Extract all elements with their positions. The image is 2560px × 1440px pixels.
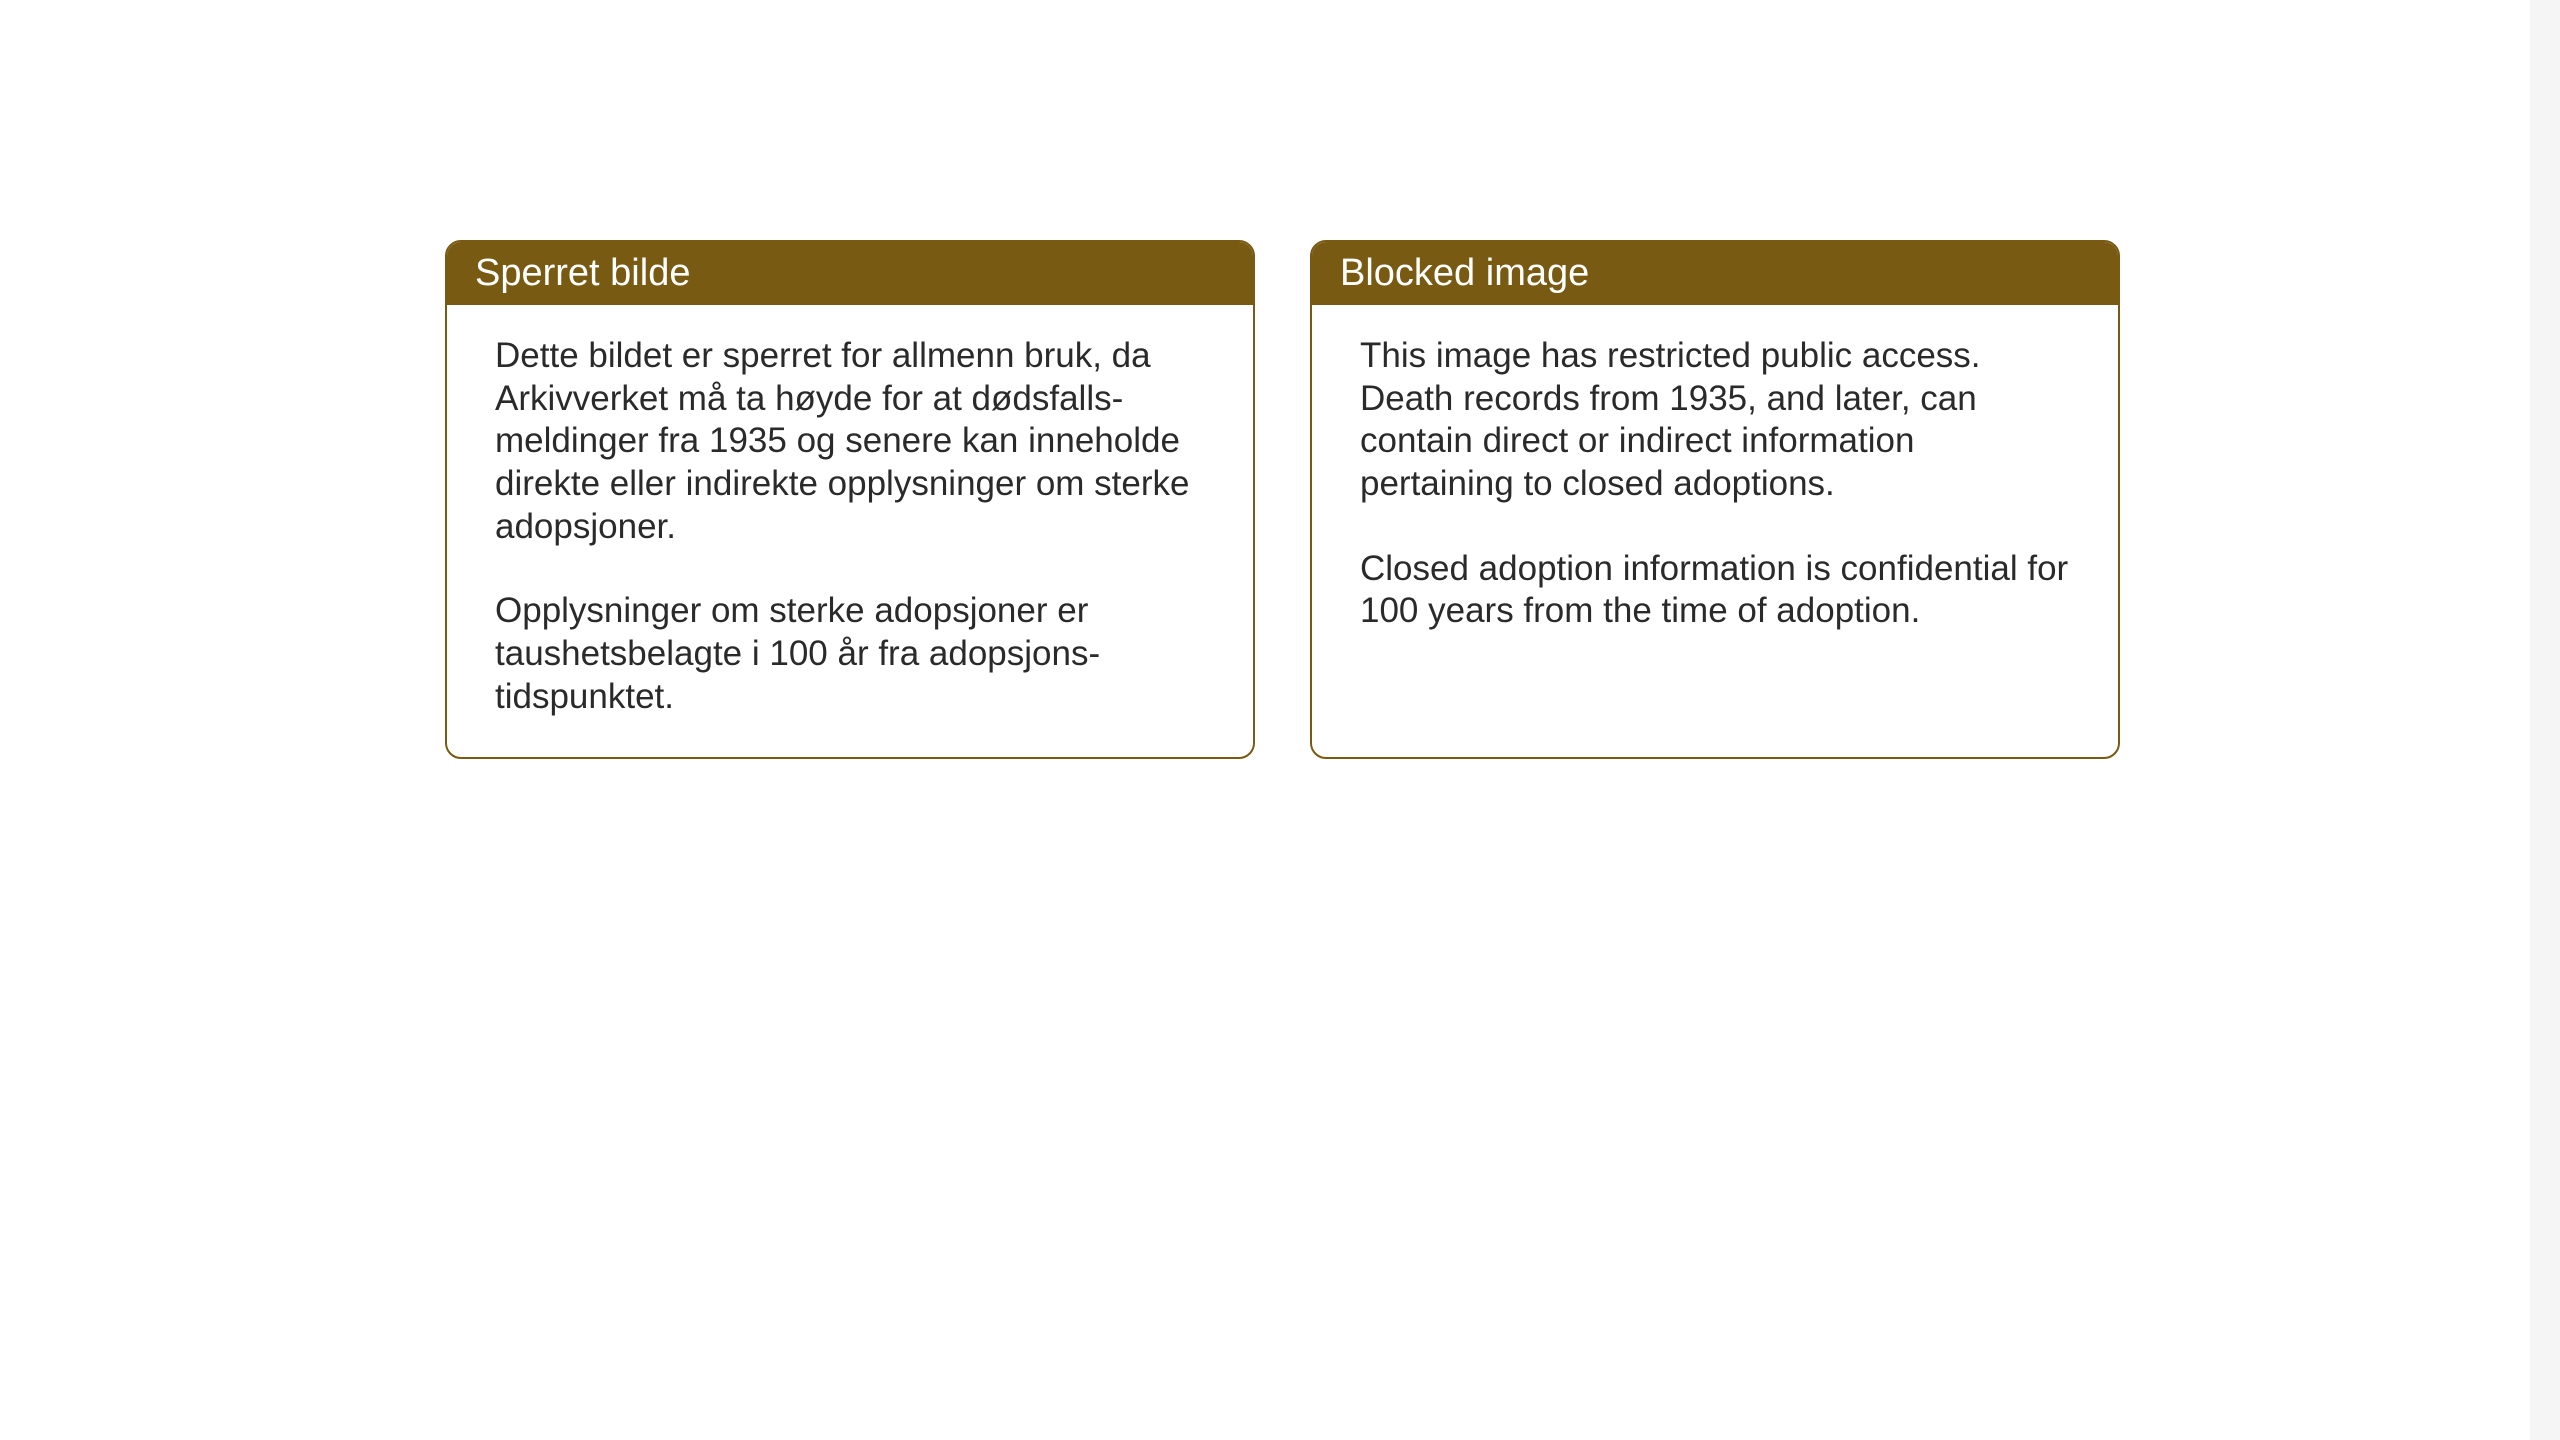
english-card-title: Blocked image — [1340, 252, 1589, 294]
norwegian-card-title: Sperret bilde — [475, 252, 690, 294]
norwegian-paragraph-2: Opplysninger om sterke adopsjoner er tau… — [495, 590, 1205, 718]
norwegian-card-body: Dette bildet er sperret for allmenn bruk… — [447, 305, 1253, 757]
english-paragraph-1: This image has restricted public access.… — [1360, 335, 2070, 506]
vertical-scrollbar[interactable] — [2530, 0, 2560, 1440]
english-card: Blocked image This image has restricted … — [1310, 240, 2120, 759]
norwegian-paragraph-1: Dette bildet er sperret for allmenn bruk… — [495, 335, 1205, 548]
cards-container: Sperret bilde Dette bildet er sperret fo… — [445, 240, 2120, 759]
english-card-header: Blocked image — [1312, 242, 2118, 305]
english-paragraph-2: Closed adoption information is confident… — [1360, 548, 2070, 633]
norwegian-card: Sperret bilde Dette bildet er sperret fo… — [445, 240, 1255, 759]
norwegian-card-header: Sperret bilde — [447, 242, 1253, 305]
english-card-body: This image has restricted public access.… — [1312, 305, 2118, 735]
